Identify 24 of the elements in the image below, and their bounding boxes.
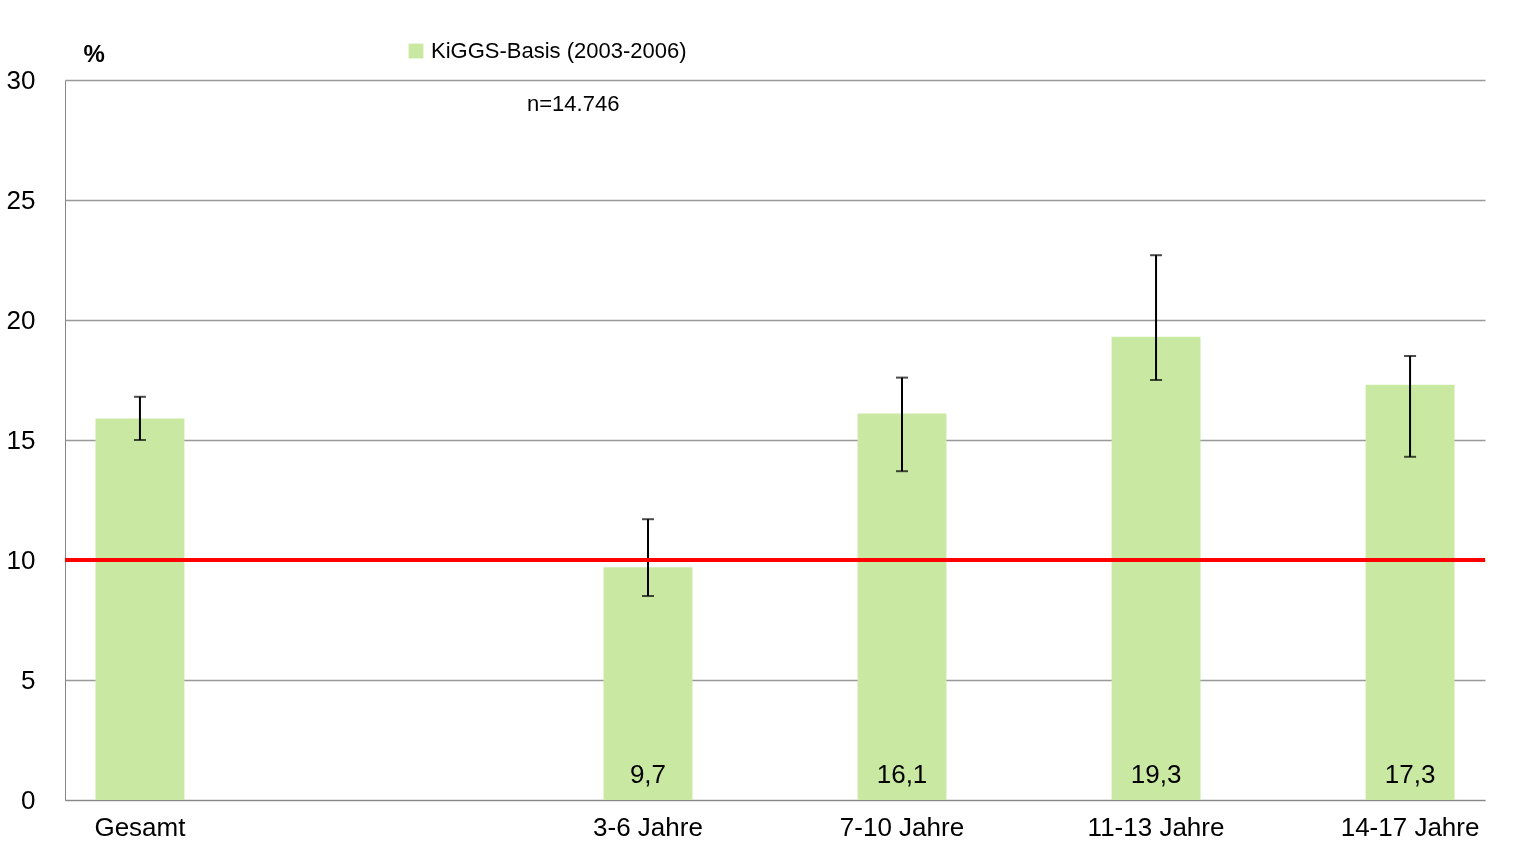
y-axis-title: % <box>83 39 105 67</box>
bar <box>95 418 185 800</box>
y-tick-label: 0 <box>21 784 36 815</box>
y-tick-label: 25 <box>6 184 36 215</box>
y-tick-label: 15 <box>6 424 36 455</box>
legend-label: KiGGS-Basis (2003-2006) <box>431 38 687 63</box>
data-label: 16,1 <box>876 759 928 789</box>
data-label: 17,3 <box>1384 759 1436 789</box>
y-tick-label: 20 <box>6 304 36 335</box>
x-tick-label: 14-17 Jahre <box>1340 811 1480 842</box>
data-label: 19,3 <box>1130 759 1182 789</box>
x-tick-label: 3-6 Jahre <box>593 811 703 842</box>
bar <box>1111 336 1201 800</box>
x-tick-label: Gesamt <box>94 811 187 842</box>
bar <box>603 567 693 800</box>
y-tick-label: 30 <box>6 64 36 95</box>
annotation: n=14.746 <box>527 91 620 116</box>
x-tick-label: 7-10 Jahre <box>839 811 965 842</box>
y-tick-label: 10 <box>6 544 36 575</box>
x-tick-label: 11-13 Jahre <box>1087 811 1225 842</box>
bar <box>857 413 947 800</box>
bar <box>1365 384 1455 800</box>
y-tick-label: 5 <box>21 664 36 695</box>
data-label: 9,7 <box>629 759 667 789</box>
